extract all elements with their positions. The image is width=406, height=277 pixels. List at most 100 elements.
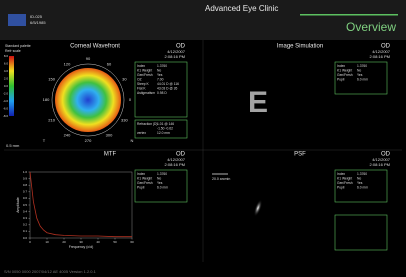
y-tick-label: 0.5: [23, 203, 28, 207]
angle-label: 150: [48, 77, 55, 82]
info-key: K1 Weight: [137, 68, 152, 72]
x-tick-label: 30: [79, 240, 83, 244]
panel-title: Corneal Wavefront: [70, 44, 120, 50]
footer: S/N 0050 0000 2007/04/12 AE 4005 Version…: [4, 269, 97, 274]
info-key: Refraction (D): [137, 122, 158, 126]
y-tick-label: 0.2: [23, 223, 28, 227]
info-key: Flat K: [137, 86, 146, 90]
accent-line: [300, 14, 398, 16]
angle-label: 120: [64, 62, 71, 67]
y-axis-label: Amplitude: [16, 197, 20, 213]
x-tick-label: 10: [45, 240, 49, 244]
screen: ID-025 6/5/1985 Advanced Eye Clinic Over…: [0, 0, 406, 277]
info-key: Pupil: [137, 185, 145, 189]
info-key: Gen/Fresh: [337, 73, 353, 77]
y-tick-label: 0.4: [23, 209, 28, 213]
scale-value: 2.0: [4, 76, 9, 80]
scale-label: Refr scale: [5, 49, 21, 53]
info-key: K1 Weight: [137, 176, 152, 180]
x-tick-label: 60: [130, 240, 134, 244]
wavefront-map: [55, 68, 121, 132]
angle-label: 30: [122, 77, 127, 82]
color-bar: [9, 56, 14, 116]
y-tick-label: 0.1: [23, 229, 28, 233]
angle-label: 180: [43, 97, 50, 102]
exam-time: 2:08:16 PM: [165, 162, 185, 167]
info-key: OZ: [137, 77, 142, 81]
y-tick-label: 0.6: [23, 196, 28, 200]
angle-label: 330: [121, 118, 128, 123]
clinic-name: Advanced Eye Clinic: [205, 4, 278, 13]
info-key: Gen/Fresh: [137, 73, 153, 77]
x-tick-label: 40: [96, 240, 100, 244]
exam-time: 2:08:16 PM: [370, 54, 390, 59]
x-tick-label: 50: [113, 240, 117, 244]
angle-label: 60: [107, 62, 112, 67]
view-title: Overview: [346, 20, 396, 34]
info-key: Gen/Fresh: [337, 181, 353, 185]
info-value: 0.98 D: [157, 91, 167, 95]
info-value: No: [357, 176, 361, 180]
scale-value: -6.0: [3, 106, 9, 110]
exam-time: 2:08:16 PM: [370, 162, 390, 167]
angle-label: 270: [85, 138, 92, 143]
info-key: Index: [337, 172, 345, 176]
birth-date: 6/5/1985: [30, 20, 46, 25]
info-value: Yes: [157, 73, 163, 77]
scale-value: 0.0: [4, 84, 9, 88]
side-label: N: [131, 138, 134, 143]
scale-value: -2.0: [3, 91, 9, 95]
info-value: 7.00: [157, 77, 164, 81]
scale-value: 8.0: [4, 54, 9, 58]
info-value: 6.0 mm: [357, 77, 368, 81]
patient-id: ID-025: [30, 14, 43, 19]
info-key: Astigmatism: [137, 91, 155, 95]
info-key: Index: [137, 172, 145, 176]
scale-value: -4.0: [3, 99, 9, 103]
info-value: 43.03 D @ 26: [157, 86, 178, 90]
info-value: No: [357, 68, 361, 72]
exam-time: 2:08:16 PM: [165, 54, 185, 59]
info-key: Pupil: [337, 77, 345, 81]
info-value: No: [157, 68, 161, 72]
x-axis-label: Frequency (c/d): [69, 245, 94, 249]
angle-label: 90: [86, 56, 91, 61]
scale-value: 6.0: [4, 61, 9, 65]
page: ID-025 6/5/1985 Advanced Eye Clinic Over…: [0, 0, 406, 277]
info-value: 12.0 mm: [157, 131, 170, 135]
y-tick-label: 0.8: [23, 183, 28, 187]
info-key: Index: [337, 64, 345, 68]
info-value: Yes: [357, 181, 363, 185]
info-value: No: [157, 176, 161, 180]
psf-scale-label: 20.0 arcmin: [212, 177, 230, 181]
panel-title: Image Simulation: [277, 44, 323, 50]
info-key: Steep K: [137, 82, 150, 86]
info-value: -1.50 -0.62: [157, 126, 173, 130]
info-value: 6.0 mm: [357, 185, 368, 189]
info-value: Yes: [157, 181, 163, 185]
palette-label: Standard palette: [5, 44, 31, 48]
info-value: 1.3760: [357, 64, 367, 68]
panel-title: PSF: [294, 152, 306, 158]
scale-value: 4.0: [4, 69, 9, 73]
info-value: 1.3760: [157, 172, 167, 176]
y-tick-label: 0.9: [23, 176, 28, 180]
simulated-letter: E: [248, 86, 268, 119]
info-key: Gen/Fresh: [137, 181, 153, 185]
y-tick-label: 1.0: [23, 170, 28, 174]
map-unit: 0.5 mm: [6, 143, 20, 148]
info-key: vertex: [137, 131, 146, 135]
info-key: Pupil: [337, 185, 345, 189]
info-value: 6.0 mm: [157, 185, 168, 189]
info-key: Index: [137, 64, 145, 68]
info-value: 1.3760: [357, 172, 367, 176]
logo: [8, 14, 26, 26]
info-value: Yes: [357, 73, 363, 77]
x-tick-label: 20: [62, 240, 66, 244]
info-value: 1.3760: [157, 64, 167, 68]
angle-label: 210: [48, 118, 55, 123]
y-tick-label: 0.0: [23, 236, 28, 240]
info-value: 44.01 D @ 116: [157, 82, 179, 86]
info-key: K1 Weight: [337, 68, 352, 72]
info-key: K1 Weight: [337, 176, 352, 180]
